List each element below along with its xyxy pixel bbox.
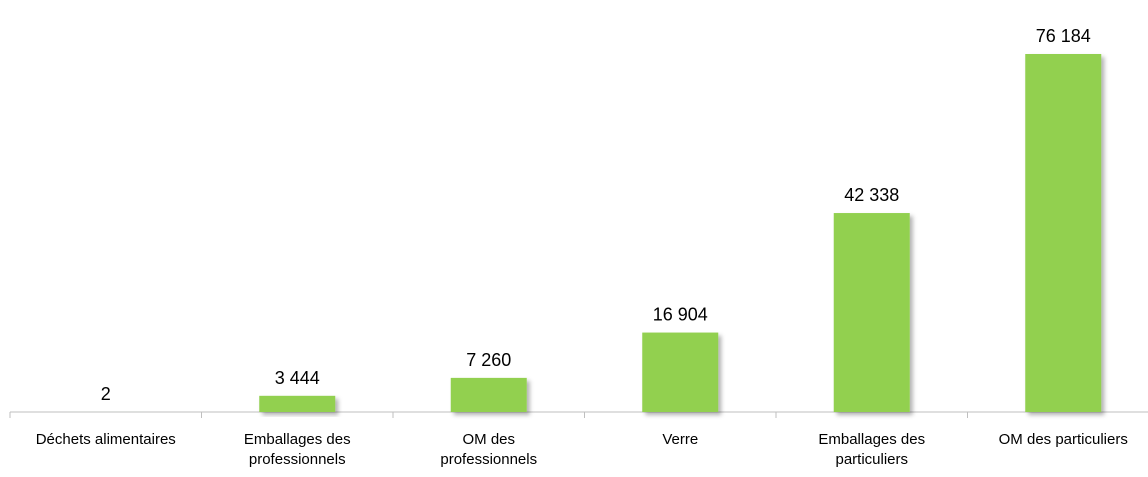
- x-tick-label: Déchets alimentaires: [35, 431, 176, 448]
- x-tick-label: Verre: [662, 431, 699, 448]
- x-tick-label: Emballages des particuliers: [818, 431, 926, 468]
- data-label: 2: [101, 384, 111, 404]
- x-tick-label: OM des professionnels: [440, 431, 538, 468]
- data-label: 16 904: [653, 305, 708, 325]
- bar: [259, 395, 336, 412]
- data-label: 42 338: [844, 185, 899, 205]
- bar: [833, 213, 910, 412]
- bar: [1025, 54, 1102, 412]
- data-label: 7 260: [466, 350, 511, 370]
- data-label: 3 444: [275, 368, 320, 388]
- x-tick-label: Emballages des professionnels: [243, 431, 351, 468]
- bar: [642, 332, 719, 412]
- x-tick-label: OM des particuliers: [998, 431, 1128, 448]
- bar: [450, 377, 527, 412]
- data-label: 76 184: [1036, 26, 1091, 46]
